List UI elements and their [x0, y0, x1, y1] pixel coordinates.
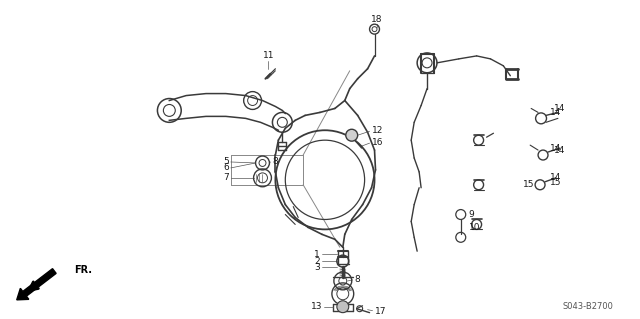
- Text: 8: 8: [355, 275, 360, 285]
- Text: 18: 18: [371, 15, 382, 24]
- Text: FR.: FR.: [74, 265, 92, 275]
- Text: 13: 13: [310, 302, 322, 311]
- Text: 7: 7: [223, 173, 229, 182]
- Text: 10: 10: [468, 223, 480, 232]
- Text: 8: 8: [273, 158, 278, 167]
- Text: 15: 15: [550, 178, 561, 187]
- Text: 15: 15: [524, 180, 534, 189]
- Text: 11: 11: [262, 51, 274, 60]
- Text: 5: 5: [223, 158, 229, 167]
- Text: 14: 14: [554, 104, 565, 113]
- Text: 17: 17: [374, 307, 386, 316]
- Text: 1: 1: [314, 250, 320, 259]
- Text: 14: 14: [550, 144, 561, 152]
- Text: 14: 14: [550, 173, 561, 182]
- Circle shape: [346, 129, 358, 141]
- Text: 16: 16: [372, 138, 383, 147]
- Text: 6: 6: [223, 163, 229, 173]
- Text: 3: 3: [314, 263, 320, 271]
- Text: 9: 9: [468, 210, 474, 219]
- Text: 2: 2: [314, 256, 320, 266]
- Circle shape: [337, 301, 349, 313]
- FancyArrow shape: [17, 269, 56, 300]
- Text: S043-B2700: S043-B2700: [562, 302, 613, 311]
- Text: 14: 14: [550, 108, 561, 117]
- Text: 12: 12: [372, 126, 383, 135]
- Text: 14: 14: [554, 145, 565, 155]
